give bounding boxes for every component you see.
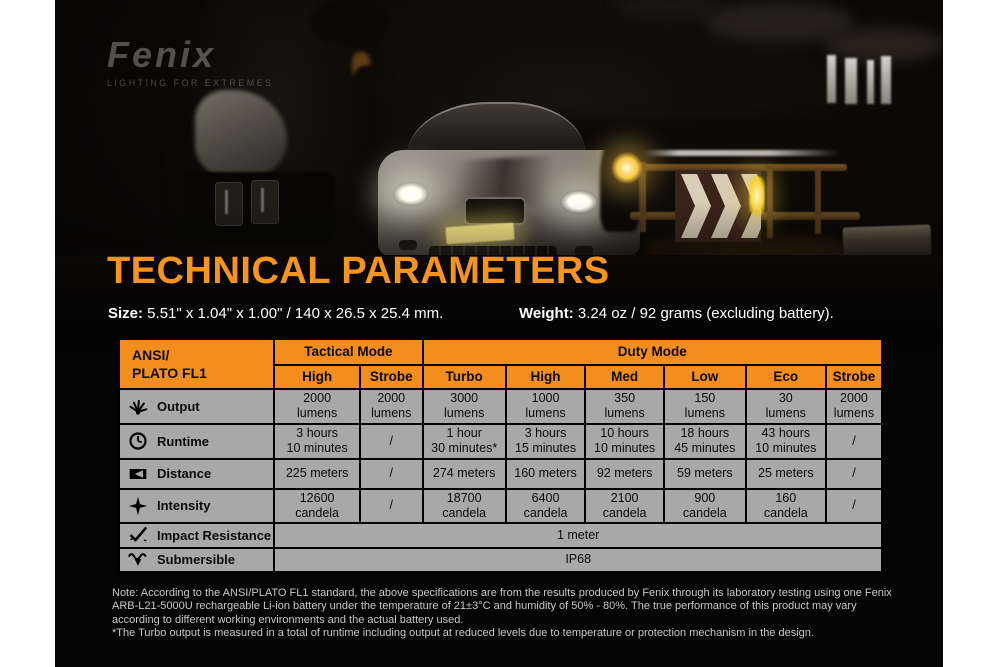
table-cell: / xyxy=(824,487,884,524)
table-cell: 6400 candela xyxy=(504,487,587,524)
table-cell: 2000 lumens xyxy=(358,387,424,425)
size-label: Size: xyxy=(108,305,144,322)
table-cell: 2000 lumens xyxy=(273,387,361,425)
mode-header: High xyxy=(504,363,587,390)
table-row: Runtime 3 hours 10 minutes / 1 hour 30 m… xyxy=(117,422,884,460)
table-row: Output 2000 lumens 2000 lumens 3000 lume… xyxy=(117,387,884,425)
row-label: Output xyxy=(157,398,200,414)
weight-value: 3.24 oz / 92 grams (excluding battery). xyxy=(573,305,834,322)
table-cell: 1000 lumens xyxy=(504,387,587,425)
table-cell: 3 hours 10 minutes xyxy=(273,422,361,460)
table-cell: 160 candela xyxy=(744,487,827,524)
mode-header: Low xyxy=(662,363,747,390)
table-cell: 900 candela xyxy=(662,487,747,524)
size-value: 5.51" x 1.04" x 1.00" / 140 x 26.5 x 25.… xyxy=(143,305,444,322)
output-icon xyxy=(129,400,148,415)
row-label: Impact Resistance xyxy=(157,527,272,543)
mode-header: High xyxy=(273,363,361,390)
table-row: Intensity 12600 candela / 18700 candela … xyxy=(117,487,884,524)
group-header-duty: Duty Mode xyxy=(421,337,884,366)
table-cell: 2000 lumens xyxy=(824,387,884,425)
table-cell: 150 lumens xyxy=(662,387,747,425)
table-cell: / xyxy=(824,422,884,460)
weight-spec: Weight: 3.24 oz / 92 grams (excluding ba… xyxy=(519,305,834,322)
row-label: Intensity xyxy=(157,498,211,513)
table-cell: 25 meters xyxy=(744,457,827,490)
table-row: Distance 225 meters / 274 meters 160 met… xyxy=(117,457,884,490)
mode-header: Strobe xyxy=(358,363,424,390)
table-cell: 274 meters xyxy=(421,457,507,490)
weight-label: Weight: xyxy=(519,305,574,322)
table-cell: / xyxy=(358,457,424,490)
dimensions-line: Size: 5.51" x 1.04" x 1.00" / 140 x 26.5… xyxy=(108,305,908,325)
mode-header: Eco xyxy=(744,363,827,390)
hero-photo xyxy=(55,0,943,348)
table-cell: 18 hours 45 minutes xyxy=(662,422,747,460)
row-label: Runtime xyxy=(157,433,209,449)
photo-fade xyxy=(55,0,943,348)
size-spec: Size: 5.51" x 1.04" x 1.00" / 140 x 26.5… xyxy=(108,305,443,322)
page-title: TECHNICAL PARAMETERS xyxy=(107,250,610,292)
table-cell: 2100 candela xyxy=(584,487,665,524)
spec-table: ANSI/ PLATO FL1 Tactical Mode Duty Mode … xyxy=(117,337,884,574)
turbo-footnote: *The Turbo output is measured in a total… xyxy=(112,627,814,640)
row-label: Submersible xyxy=(157,552,236,568)
table-cell: 3 hours 15 minutes xyxy=(504,422,587,460)
table-cell: 3000 lumens xyxy=(421,387,507,425)
intensity-icon xyxy=(128,496,148,515)
table-cell: 1 meter xyxy=(273,521,884,549)
table-cell: 59 meters xyxy=(662,457,747,490)
table-cell: 92 meters xyxy=(584,457,665,490)
footnotes: Note: According to the ANSI/PLATO FL1 st… xyxy=(112,587,894,641)
table-cell: 12600 candela xyxy=(273,487,361,524)
table-row: Submersible IP68 xyxy=(117,546,884,574)
impact-icon xyxy=(130,527,147,542)
content-canvas: Fenix LIGHTING FOR EXTREMES TECHNICAL PA… xyxy=(55,0,943,667)
table-cell: IP68 xyxy=(273,546,884,574)
row-label: Distance xyxy=(157,466,212,481)
submersible-icon xyxy=(128,552,147,566)
table-cell: / xyxy=(824,457,884,490)
group-header-tactical: Tactical Mode xyxy=(273,337,424,366)
table-cell: 18700 candela xyxy=(421,487,507,524)
corner-header: ANSI/ PLATO FL1 xyxy=(117,337,276,390)
table-cell: 225 meters xyxy=(273,457,361,490)
fenix-wordmark: Fenix xyxy=(107,34,217,75)
brand-tagline: LIGHTING FOR EXTREMES xyxy=(107,78,274,88)
note-text: Note: According to the ANSI/PLATO FL1 st… xyxy=(112,587,892,626)
table-row: Impact Resistance 1 meter xyxy=(117,521,884,549)
distance-icon xyxy=(129,468,147,479)
table-cell: 1 hour 30 minutes* xyxy=(421,422,507,460)
brand-logo: Fenix LIGHTING FOR EXTREMES xyxy=(107,34,273,88)
table-cell: 350 lumens xyxy=(584,387,665,425)
table-cell: 30 lumens xyxy=(744,387,827,425)
mode-header: Strobe xyxy=(824,363,884,390)
table-cell: 160 meters xyxy=(504,457,587,490)
table-cell: 43 hours 10 minutes xyxy=(744,422,827,460)
table-cell: / xyxy=(358,487,424,524)
mode-header: Turbo xyxy=(421,363,507,390)
runtime-icon xyxy=(129,432,147,450)
table-cell: 10 hours 10 minutes xyxy=(584,422,665,460)
mode-header: Med xyxy=(584,363,665,390)
table-cell: / xyxy=(358,422,424,460)
